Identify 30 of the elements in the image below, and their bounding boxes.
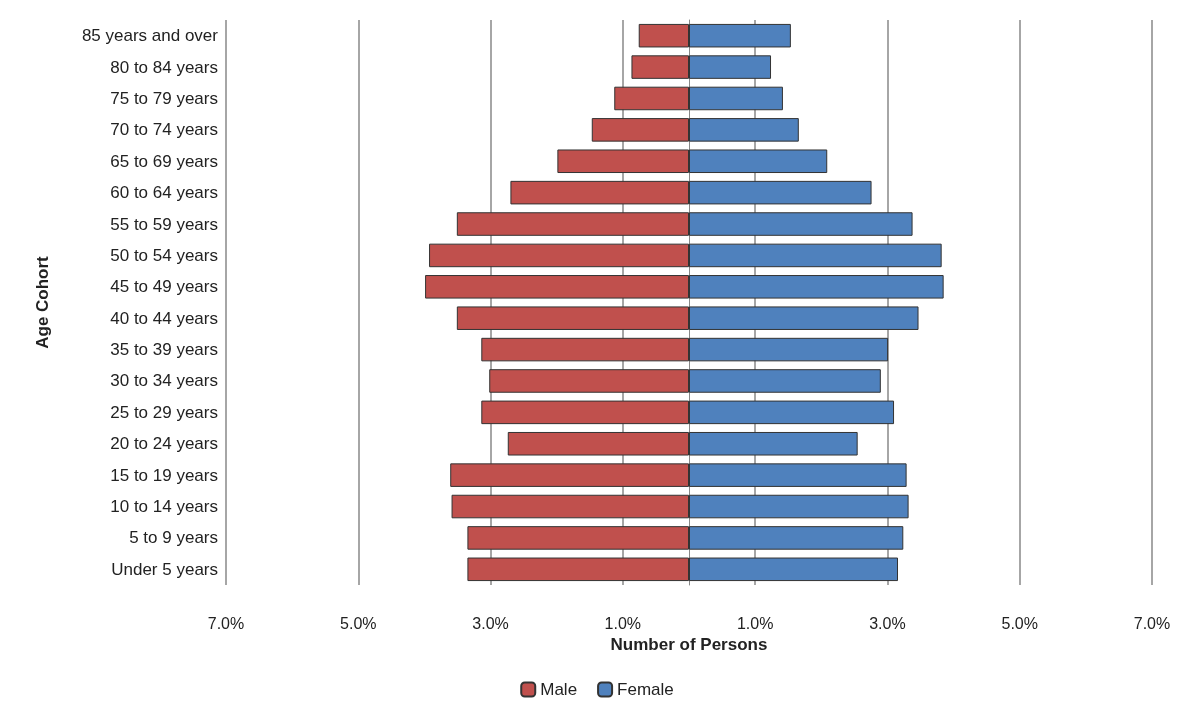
y-tick-label: 40 to 44 years [110, 308, 218, 328]
y-tick-label: 65 to 69 years [110, 151, 218, 171]
y-tick-label: 10 to 14 years [110, 497, 218, 517]
y-tick-label: 60 to 64 years [110, 183, 218, 203]
y-tick-label: 75 to 79 years [110, 88, 218, 108]
x-tick-label: 7.0% [1133, 614, 1171, 632]
y-tick-label: 25 to 29 years [110, 402, 218, 422]
legend-label: Female [617, 680, 674, 699]
x-tick-label: 5.0% [1001, 614, 1038, 632]
x-tick-label: 7.0% [207, 614, 245, 632]
y-tick-label: 5 to 9 years [129, 528, 218, 548]
y-tick-label: 45 to 49 years [110, 277, 218, 297]
y-tick-label: 50 to 54 years [110, 245, 218, 265]
y-tick-label: 80 to 84 years [110, 57, 218, 77]
x-tick-label: 3.0% [869, 614, 906, 632]
legend-label: Male [540, 680, 578, 699]
x-axis-title: Number of Persons [610, 634, 768, 654]
x-tick-label: 1.0% [604, 614, 642, 632]
y-tick-label: 70 to 74 years [110, 120, 218, 140]
y-tick-label: 20 to 24 years [110, 434, 218, 454]
x-tick-label: 1.0% [736, 614, 774, 632]
x-tick-label: 3.0% [472, 614, 509, 632]
y-tick-label: 55 to 59 years [110, 214, 218, 234]
y-axis-title: Age Cohort [33, 255, 52, 349]
x-tick-label: 5.0% [340, 614, 377, 632]
y-tick-label: 30 to 34 years [110, 371, 218, 391]
y-tick-label: 35 to 39 years [110, 340, 218, 360]
y-tick-label: Under 5 years [111, 559, 218, 579]
y-tick-label: 15 to 19 years [110, 465, 218, 485]
y-tick-label: 85 years and over [81, 26, 219, 46]
